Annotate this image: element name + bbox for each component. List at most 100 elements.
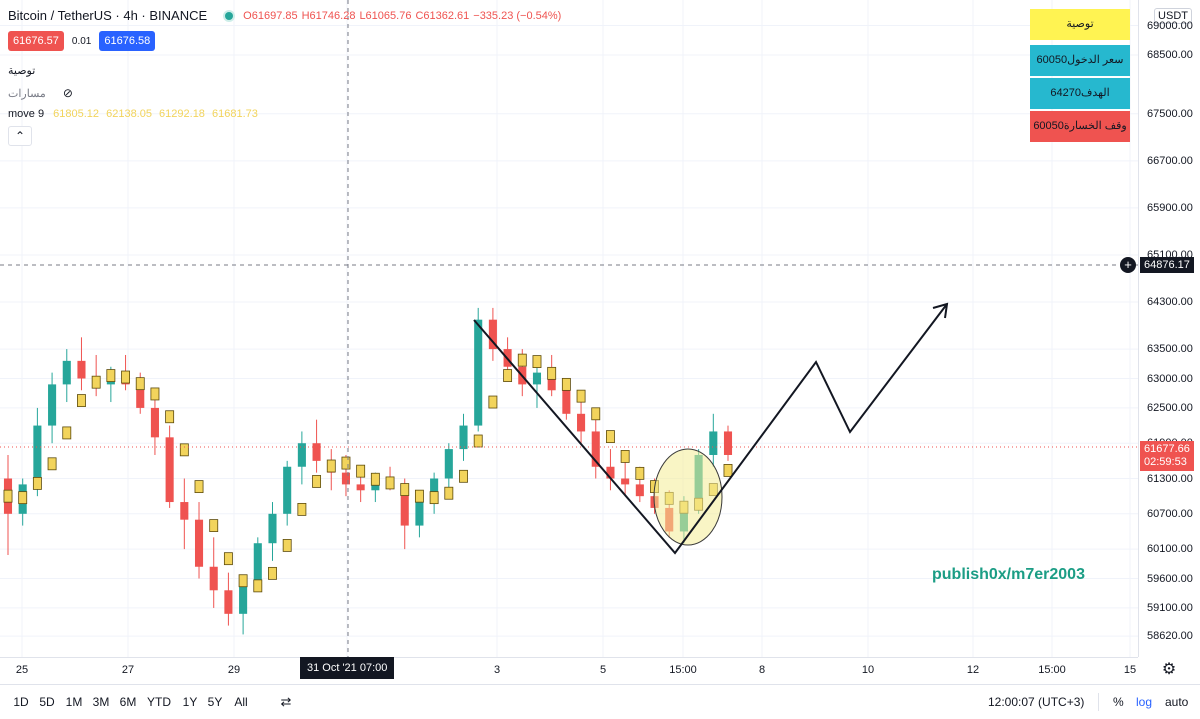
ma-marker xyxy=(165,410,175,424)
spread-value: 0.01 xyxy=(71,35,92,47)
candle-body xyxy=(635,484,644,497)
note-entry-box[interactable]: سعر الدخول60050 xyxy=(1030,45,1130,76)
ohlc-open: O61697.85 xyxy=(243,9,298,22)
ma-marker xyxy=(253,579,263,593)
time-tick-label: 25 xyxy=(15,664,29,676)
range-button-5d[interactable]: 5D xyxy=(39,695,55,709)
ma-marker xyxy=(297,502,307,516)
date-range-icon[interactable]: ⇄ xyxy=(280,694,292,709)
candle-body xyxy=(312,443,321,461)
add-alert-plus-icon[interactable]: + xyxy=(1120,257,1136,273)
ma-marker xyxy=(32,477,42,490)
currency-badge[interactable]: USDT xyxy=(1154,8,1192,24)
auto-scale-button[interactable]: auto xyxy=(1165,695,1189,709)
indicator-tawsiya[interactable]: توصية xyxy=(8,65,36,77)
time-tick-label: 12 xyxy=(966,664,980,676)
ma-marker xyxy=(91,375,101,389)
ma-value: 61681.73 xyxy=(212,108,258,120)
ma-marker xyxy=(238,574,248,588)
buy-price-button[interactable]: 61676.58 xyxy=(99,31,156,51)
price-tick-label: 62500.00 xyxy=(1147,401,1193,414)
crosshair-time-label: 31 Oct '21 07:00 xyxy=(300,657,395,679)
ohlc-close: C61362.61 xyxy=(415,9,470,22)
candle-body xyxy=(33,425,42,485)
clock-timezone[interactable]: 12:00:07 (UTC+3) xyxy=(988,695,1085,709)
gear-icon[interactable]: ⚙ xyxy=(1161,661,1177,678)
price-tick-label: 67500.00 xyxy=(1147,107,1193,120)
range-button-1d[interactable]: 1D xyxy=(13,695,29,709)
note-stop-box[interactable]: وقف الخسارة60050 xyxy=(1030,111,1130,142)
ma-marker xyxy=(106,369,116,382)
time-axis[interactable]: 25 27 29 3 5 15:00 8 10 12 15:00 15 xyxy=(0,657,1138,683)
projection-path xyxy=(473,303,948,555)
candle-body xyxy=(400,484,409,526)
ohlc-low: L61065.76 xyxy=(359,9,412,22)
time-tick-label: 27 xyxy=(121,664,135,676)
crosshair-price-label: 64876.17 xyxy=(1140,257,1194,273)
ma-marker xyxy=(282,539,292,552)
arrow-head-icon xyxy=(932,302,949,319)
sell-price-button[interactable]: 61676.57 xyxy=(8,31,64,51)
range-button-6m[interactable]: 6M xyxy=(119,695,137,709)
indicator-move9[interactable]: move 9 61805.12 62138.05 61292.18 61681.… xyxy=(8,108,262,120)
candle-body xyxy=(150,407,159,438)
ma-marker xyxy=(223,552,233,566)
time-tick-label: 3 xyxy=(493,664,501,676)
chart-legend: Bitcoin / TetherUS · 4h · BINANCE O61697… xyxy=(8,8,565,146)
range-button-all[interactable]: All xyxy=(234,695,248,709)
ma-marker xyxy=(356,464,366,478)
candle-body xyxy=(239,584,248,614)
candle-body xyxy=(297,443,306,467)
candle-body xyxy=(621,478,630,485)
highlight-ellipse xyxy=(653,448,723,546)
note-title-box[interactable]: توصية xyxy=(1030,9,1130,40)
collapse-legend-button[interactable]: ⌃ xyxy=(8,126,32,146)
candle-body xyxy=(591,431,600,467)
candle-body xyxy=(194,519,204,567)
note-target-box[interactable]: الهدف64270 xyxy=(1030,78,1130,109)
eye-hidden-icon[interactable]: ⊘ xyxy=(62,86,73,100)
range-button-1y[interactable]: 1Y xyxy=(182,695,198,709)
price-tick-label: 59100.00 xyxy=(1147,601,1193,614)
price-tick-label: 66700.00 xyxy=(1147,154,1193,167)
range-button-ytd[interactable]: YTD xyxy=(147,695,171,709)
ma-marker xyxy=(150,387,160,401)
time-tick-label: 8 xyxy=(758,664,766,676)
ma-marker xyxy=(414,489,424,503)
ma-marker xyxy=(606,430,615,443)
time-tick-label: 5 xyxy=(599,664,607,676)
price-tick-label: 69000.00 xyxy=(1147,19,1193,32)
symbol-title[interactable]: Bitcoin / TetherUS · 4h · BINANCE xyxy=(8,8,208,23)
ma-marker xyxy=(532,355,542,368)
ma-marker xyxy=(135,377,145,391)
ma-marker xyxy=(385,476,395,490)
ma-marker xyxy=(326,459,336,473)
candle-body xyxy=(209,566,218,591)
chart-pane[interactable]: Bitcoin / TetherUS · 4h · BINANCE O61697… xyxy=(0,0,1138,657)
range-button-5y[interactable]: 5Y xyxy=(207,695,223,709)
time-tick-label: 15:00 xyxy=(1038,664,1066,676)
log-scale-button[interactable]: log xyxy=(1136,695,1153,709)
indicator-masarat[interactable]: مسارات ⊘ xyxy=(8,86,73,100)
percent-scale-button[interactable]: % xyxy=(1113,695,1124,709)
candle-body xyxy=(459,425,468,450)
price-tick-label: 64300.00 xyxy=(1147,296,1193,309)
candle-body xyxy=(577,413,586,432)
divider xyxy=(1098,693,1099,711)
price-tick-label: 60100.00 xyxy=(1147,543,1193,556)
ma-marker xyxy=(77,394,86,407)
ma-marker xyxy=(121,370,130,384)
market-status-dot xyxy=(225,11,234,20)
ma-marker xyxy=(473,434,483,448)
price-axis[interactable]: USDT 69000.00 68500.00 67500.00 66700.00 659… xyxy=(1138,0,1200,657)
range-button-1m[interactable]: 1M xyxy=(65,695,83,709)
ma-value: 61292.18 xyxy=(159,108,205,120)
ma-marker xyxy=(576,389,586,403)
candle-body xyxy=(430,478,439,503)
bar-countdown: 02:59:53 xyxy=(1144,456,1187,468)
candle-body xyxy=(709,431,718,455)
range-button-3m[interactable]: 3M xyxy=(92,695,110,709)
ma-marker xyxy=(179,443,189,457)
candle-body xyxy=(488,319,497,350)
ma-marker xyxy=(268,566,277,580)
